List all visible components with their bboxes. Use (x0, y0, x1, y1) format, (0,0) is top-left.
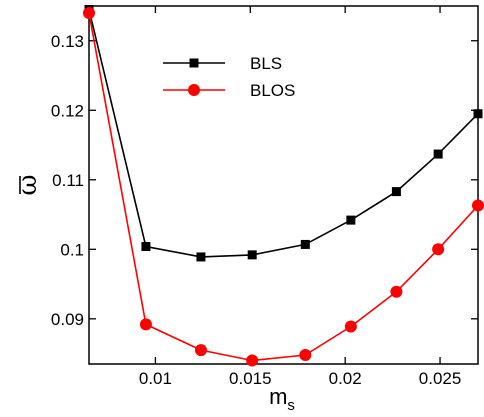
data-point-bls (346, 215, 356, 225)
data-point-bls (300, 239, 310, 249)
data-point-blos (390, 285, 403, 298)
x-axis-label-subscript: s (287, 397, 295, 414)
data-point-blos (432, 243, 445, 256)
data-point-blos (246, 354, 259, 367)
data-point-blos (472, 199, 484, 212)
x-tick-label: 0.01 (139, 369, 172, 388)
data-point-blos (83, 6, 95, 19)
data-point-blos (344, 320, 357, 333)
y-tick-label: 0.12 (51, 101, 84, 120)
data-point-blos (194, 344, 207, 357)
legend-label-bls: BLS (250, 54, 282, 73)
legend-marker-bls (189, 58, 199, 68)
y-tick-label: 0.09 (51, 310, 84, 329)
data-point-bls (141, 242, 151, 252)
y-tick-label: 0.11 (52, 171, 84, 190)
y-tick-label: 0.13 (51, 32, 84, 51)
legend-marker-blos (188, 84, 200, 96)
series-bls (84, 4, 483, 262)
y-axis-ticks: 0.09 0.1 0.11 0.12 0.13 (51, 32, 478, 329)
series-line-blos (88, 12, 479, 362)
y-axis-label: ω (13, 174, 43, 195)
data-point-bls (391, 187, 401, 197)
data-point-bls (247, 250, 257, 260)
series-blos (83, 6, 484, 367)
x-axis-label-main: m (269, 384, 287, 409)
y-tick-label: 0.1 (60, 240, 84, 259)
x-tick-label: 0.015 (229, 369, 272, 388)
x-tick-label: 0.025 (419, 369, 462, 388)
series-line-bls (88, 9, 479, 258)
series-layer (83, 4, 484, 367)
data-point-bls (473, 109, 483, 119)
data-point-bls (196, 252, 206, 262)
y-axis-label-text: ω (13, 174, 43, 195)
x-axis-ticks: 0.01 0.015 0.02 0.025 (139, 6, 461, 388)
data-point-bls (433, 149, 443, 159)
x-tick-label: 0.02 (329, 369, 362, 388)
legend: BLS BLOS (163, 54, 295, 100)
plot-frame (88, 5, 479, 365)
x-axis-label: ms (269, 384, 295, 414)
legend-label-blos: BLOS (250, 81, 295, 100)
data-point-blos (299, 348, 312, 361)
data-point-blos (139, 318, 152, 331)
